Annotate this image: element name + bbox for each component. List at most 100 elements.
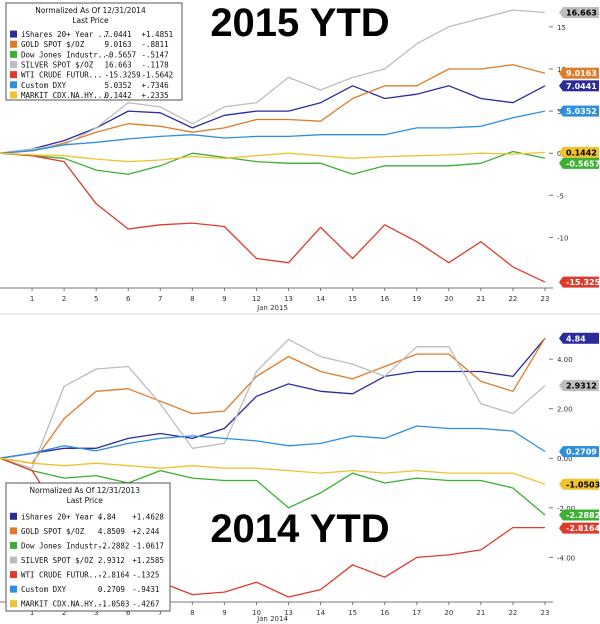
end-value-tag-label: 9.0163 [566,69,597,78]
end-value-tag-box [563,332,599,344]
end-value-tag-label: -2.2882 [566,511,600,520]
end-value-tag-label: -15.3259 [566,278,600,287]
legend-swatch [10,600,17,608]
legend-name: MARKIT CDX.NA.HY... [21,600,107,609]
legend-name: iShares 20+ Year ... [21,30,111,39]
end-value-tag: -2.2882 [559,509,600,521]
legend-swatch [10,40,17,48]
legend-change: +2.244 [132,527,160,536]
legend-name: WTI CRUDE FUTUR... [21,71,102,80]
legend-header: Last Price [72,16,109,25]
end-value-tag: 0.2709 [559,446,599,458]
end-value-tag-box [563,522,599,534]
legend-change: -.8811 [142,40,169,49]
x-axis-label: Jan 2015 [256,304,288,312]
legend-swatch [10,30,17,38]
end-value-tag: 2.9312 [559,380,599,392]
end-value-tag: 16.663 [559,7,599,19]
legend-name: GOLD SPOT $/OZ [21,40,85,49]
legend-change: -.1178 [142,61,170,70]
legend-last-price: 0.1442 [105,91,132,100]
chart-title: 2014 YTD [210,507,389,551]
end-value-tag: 4.84 [559,332,599,344]
end-value-tag-box [563,380,599,392]
x-tick-label: 14 [316,609,325,617]
end-value-tag-label: 4.84 [566,334,586,343]
series-line-6 [0,425,546,459]
series-line-6 [0,110,546,154]
x-tick-label: 3 [94,609,98,617]
legend-swatch [10,527,17,535]
end-value-tag-pointer [559,522,563,534]
legend-change: +1.4851 [142,30,174,39]
legend-last-price: -15.3259 [105,71,141,80]
legend-swatch [10,512,17,520]
series-line-5 [0,152,546,283]
legend-change: +1.4628 [132,512,164,521]
legend-name: GOLD SPOT $/OZ [21,527,85,536]
x-tick-label: 16 [380,609,389,617]
legend-last-price: 16.663 [105,61,132,70]
legend-header: Last Price [67,496,104,505]
y-tick-label: 0 [557,150,561,158]
end-value-tag-box [563,67,599,79]
x-tick-label: 13 [284,295,293,303]
x-tick-label: 19 [412,295,421,303]
end-value-tag-pointer [559,105,563,117]
x-tick-label: 15 [348,609,357,617]
end-value-tag: -1.0503 [559,478,600,490]
y-tick-label: -4.00 [557,554,575,562]
end-value-tag-label: 16.663 [566,9,597,18]
end-value-tag-pointer [559,80,563,92]
end-value-tag-pointer [559,509,563,521]
x-tick-label: 20 [444,609,453,617]
legend-last-price: 4.84 [98,512,117,521]
x-tick-label: 6 [126,609,131,617]
legend-name: Dow Jones Industr... [21,541,111,550]
end-value-tag-box [563,509,599,521]
end-value-tag-label: -1.0503 [566,480,600,489]
end-value-tag-pointer [559,332,563,344]
legend-box [5,482,171,612]
series-line-2 [0,64,546,154]
series-line-7 [0,457,546,485]
legend-swatch [10,541,17,549]
x-tick-label: 23 [541,609,550,617]
x-tick-label: 15 [348,295,357,303]
end-value-tag: 7.0441 [559,80,599,92]
legend-change: +.7346 [142,81,170,90]
legend-swatch [10,556,17,564]
end-value-tag-pointer [559,380,563,392]
x-tick-label: 14 [316,295,325,303]
end-value-tag-pointer [559,276,563,288]
x-tick-label: 1 [30,609,34,617]
x-tick-label: 22 [508,609,517,617]
end-value-tag-label: -2.8164 [566,524,600,533]
end-value-tag-pointer [559,67,563,79]
end-value-tag-label: -0.5657 [566,159,600,168]
legend-name: SILVER SPOT $/OZ [21,61,94,70]
end-value-tag: 9.0163 [559,67,599,79]
legend-box [5,2,183,101]
legend-last-price: 2.9312 [98,556,125,565]
end-value-tag-label: 2.9312 [566,382,597,391]
end-value-tag: 0.1442 [559,146,599,158]
y-tick-label: 0.00 [557,455,573,463]
legend-name: Custom DXY [21,585,67,594]
legend-swatch [10,61,17,68]
legend-swatch [10,50,17,58]
series-line-4 [0,338,546,469]
legend-change: -.9431 [132,585,159,594]
legend-name: iShares 20+ Year ... [21,512,111,521]
legend-header: Normalized As Of 12/31/2013 [29,486,140,495]
end-value-tag-box [563,157,599,169]
series-line-7 [0,151,546,163]
legend-change: +1.2585 [132,556,164,565]
legend-header: Normalized As Of 12/31/2014 [35,6,146,15]
end-value-tag: -2.8164 [559,522,600,534]
end-value-tag-pointer [559,7,563,19]
legend-last-price: -2.8164 [98,571,130,580]
